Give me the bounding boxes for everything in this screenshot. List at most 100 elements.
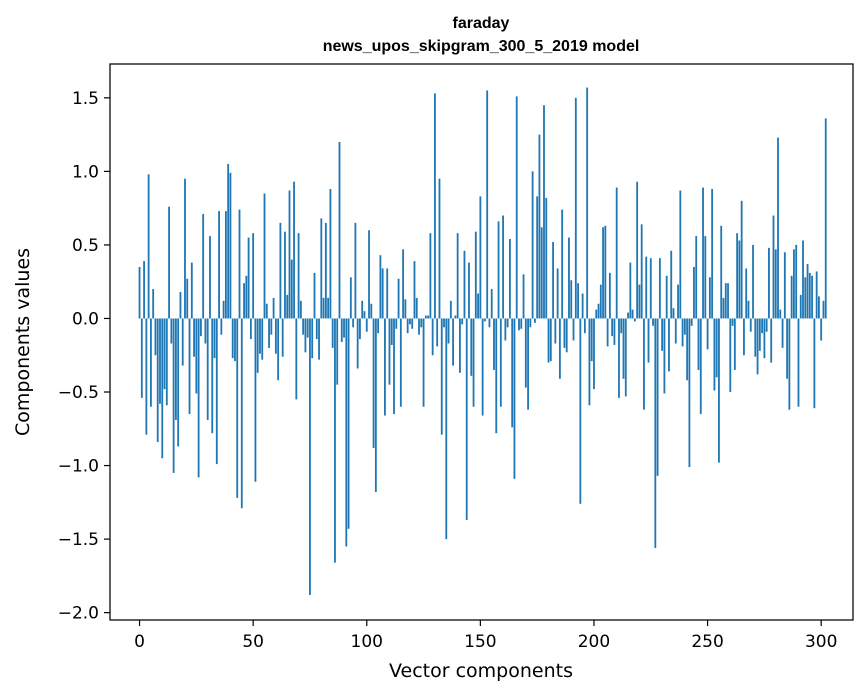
bar-58	[270, 318, 273, 335]
bar-302	[824, 118, 827, 319]
bar-240	[683, 318, 686, 335]
bar-200	[593, 318, 595, 390]
y-tick-label: 0.5	[72, 236, 99, 256]
bar-56	[265, 303, 268, 319]
bar-219	[636, 181, 639, 319]
bar-199	[590, 318, 593, 362]
bar-267	[745, 268, 748, 319]
bar-158	[497, 221, 500, 319]
bar-90	[343, 318, 345, 338]
bar-129	[431, 318, 434, 356]
bar-171	[527, 318, 529, 410]
bar-156	[493, 318, 495, 370]
bar-204	[602, 227, 604, 319]
bar-45	[240, 318, 243, 509]
bar-256	[720, 225, 723, 319]
bar-282	[779, 309, 782, 319]
bar-207	[608, 272, 611, 319]
bar-148	[474, 231, 477, 319]
bar-163	[508, 239, 511, 319]
bar-118	[406, 318, 409, 334]
bar-22	[188, 318, 191, 415]
bar-218	[633, 318, 636, 322]
bar-14	[170, 318, 173, 344]
bar-247	[699, 318, 702, 415]
bar-169	[522, 274, 525, 319]
y-axis: −2.0 −1.5 −1.0 −0.5 0.0 0.5 1.0 1.5	[58, 89, 110, 624]
bar-179	[545, 197, 548, 319]
bar-30	[206, 318, 209, 420]
bar-270	[752, 244, 754, 319]
bar-139	[454, 315, 457, 319]
bar-289	[795, 244, 798, 319]
bar-197	[586, 87, 589, 319]
bar-155	[490, 289, 493, 319]
bar-44	[238, 209, 241, 319]
bar-268	[747, 300, 750, 319]
bar-154	[488, 318, 491, 328]
bar-5	[149, 318, 152, 407]
bar-69	[295, 318, 298, 400]
bar-2	[143, 261, 145, 319]
bar-115	[399, 318, 402, 407]
bar-33	[213, 318, 216, 359]
bar-205	[604, 225, 607, 319]
bar-181	[549, 318, 552, 362]
bar-131	[436, 318, 439, 347]
y-tick-label: 0.0	[72, 309, 99, 329]
bar-275	[763, 318, 766, 359]
bar-222	[643, 318, 645, 410]
bar-110	[388, 318, 391, 385]
bar-81	[322, 297, 325, 319]
bar-64	[284, 231, 286, 319]
bar-271	[754, 318, 757, 357]
bar-245	[695, 236, 698, 319]
bar-95	[354, 222, 357, 319]
bar-149	[477, 293, 479, 319]
bar-253	[713, 318, 716, 391]
bar-176	[538, 134, 541, 319]
bar-19	[181, 318, 184, 366]
bar-273	[758, 318, 761, 351]
bar-231	[663, 318, 666, 394]
bar-125	[422, 318, 425, 407]
bar-243	[690, 318, 693, 326]
bar-84	[329, 189, 332, 319]
bar-52	[256, 318, 259, 373]
bar-101	[368, 230, 370, 319]
bar-127	[427, 315, 430, 319]
bar-174	[533, 318, 536, 323]
bar-285	[786, 318, 789, 379]
bar-296	[811, 275, 814, 319]
bar-40	[229, 172, 232, 319]
bar-76	[311, 318, 314, 359]
bar-157	[495, 318, 498, 434]
bar-20	[184, 178, 186, 319]
bar-108	[384, 318, 386, 416]
bar-72	[302, 318, 305, 335]
bar-269	[749, 318, 752, 332]
x-tick-label: 150	[464, 632, 496, 652]
bar-36	[220, 318, 223, 335]
bar-99	[363, 311, 366, 319]
bar-83	[327, 297, 330, 319]
bar-227	[654, 318, 657, 548]
bar-279	[772, 215, 775, 319]
bar-0	[138, 266, 141, 319]
y-tick-label: −1.0	[58, 457, 99, 477]
bar-132	[438, 178, 441, 319]
bar-152	[484, 318, 486, 322]
bar-93	[349, 277, 352, 319]
bar-92	[347, 318, 350, 529]
chart-title-line-2: news_upos_skipgram_300_5_2019 model	[323, 38, 640, 55]
bar-112	[393, 318, 395, 415]
bar-233	[668, 318, 670, 372]
bar-104	[374, 318, 377, 493]
bar-258	[724, 283, 727, 319]
bar-106	[379, 255, 382, 319]
bar-170	[524, 318, 527, 388]
bar-128	[429, 233, 432, 319]
bar-80	[320, 218, 323, 319]
bar-241	[686, 318, 689, 381]
bar-194	[579, 318, 582, 504]
